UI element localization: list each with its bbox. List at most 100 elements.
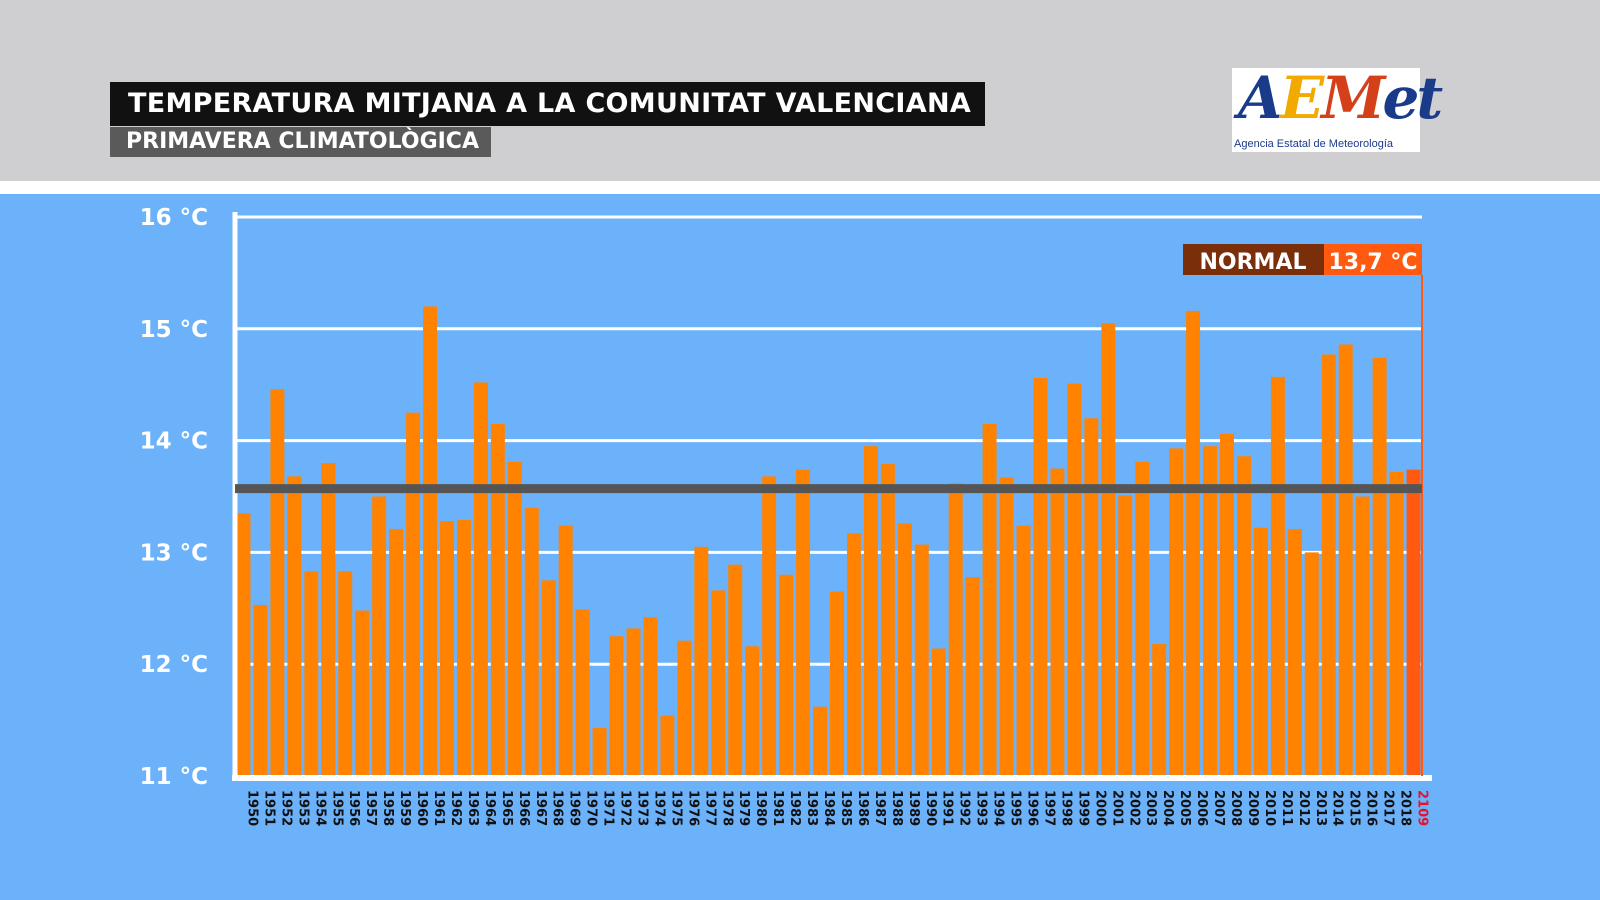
bar-1980 <box>745 646 760 776</box>
x-tick-label: 2109 <box>1415 790 1430 826</box>
x-tick-label: 1952 <box>278 790 293 826</box>
x-tick-label: 2015 <box>1347 790 1362 826</box>
bar-2009 <box>1236 456 1251 776</box>
bar-1961 <box>423 306 437 776</box>
bar-1958 <box>372 496 387 776</box>
bar-1952 <box>270 389 285 776</box>
x-tick-label: 1955 <box>329 790 344 826</box>
x-tick-label: 1999 <box>1075 790 1090 826</box>
x-tick-label: 2007 <box>1211 790 1226 826</box>
x-tick-label: 1963 <box>465 790 480 826</box>
x-tick-label: 1951 <box>261 790 276 826</box>
x-tick-label: 1967 <box>533 790 548 826</box>
x-tick-label: 1995 <box>1008 790 1023 826</box>
bar-1960 <box>406 412 421 776</box>
bar-2008 <box>1220 433 1234 776</box>
x-tick-label: 2018 <box>1398 790 1413 826</box>
x-tick-label: 1974 <box>651 790 666 826</box>
bar-1985 <box>830 591 844 776</box>
bar-2012 <box>1287 528 1302 776</box>
x-tick-label: 1984 <box>821 790 836 826</box>
bar-2011 <box>1270 376 1285 776</box>
x-tick-label: 1985 <box>838 790 853 826</box>
bar-2015 <box>1338 344 1353 776</box>
x-tick-label: 1983 <box>804 790 819 826</box>
bar-1959 <box>389 528 404 776</box>
x-tick-label: 1973 <box>634 790 649 826</box>
bar-1979 <box>728 564 743 776</box>
bar-1969 <box>558 525 573 776</box>
bar-1983 <box>796 469 811 776</box>
bar-2004 <box>1152 644 1167 776</box>
x-tick-label: 2008 <box>1228 790 1243 826</box>
bar-1991 <box>931 648 946 776</box>
bar-1976 <box>677 640 692 776</box>
bar-1953 <box>287 476 302 776</box>
y-tick-label: 15 °C <box>140 317 208 343</box>
bar-1975 <box>660 715 675 776</box>
bar-1998 <box>1050 468 1065 776</box>
x-tick-label: 2003 <box>1143 790 1158 826</box>
bar-2014 <box>1321 354 1336 776</box>
x-tick-label: 1997 <box>1041 790 1056 826</box>
bar-1982 <box>779 574 794 776</box>
normal-label-box <box>1183 244 1324 275</box>
x-tick-label: 1998 <box>1058 790 1073 826</box>
x-tick-label: 2004 <box>1160 790 1175 826</box>
bar-2013 <box>1304 552 1319 776</box>
x-tick-label: 2012 <box>1296 790 1311 826</box>
bar-2007 <box>1203 446 1218 776</box>
bar-2010 <box>1253 527 1268 776</box>
x-tick-label: 1986 <box>855 790 870 826</box>
x-tick-label: 1992 <box>957 790 972 826</box>
x-tick-label: 1959 <box>397 790 412 826</box>
x-tick-label: 1982 <box>787 790 802 826</box>
bar-1965 <box>490 423 505 776</box>
x-tick-label: 1969 <box>567 790 582 826</box>
x-tick-label: 1965 <box>499 790 514 826</box>
bar-1986 <box>846 533 861 776</box>
bar-2001 <box>1101 323 1116 776</box>
bar-1995 <box>999 477 1014 776</box>
chart-title: TEMPERATURA MITJANA A LA COMUNITAT VALEN… <box>110 82 986 126</box>
logo-tagline: Agencia Estatal de Meteorología <box>1234 138 1393 150</box>
divider <box>0 181 1600 194</box>
bar-2005 <box>1169 448 1184 776</box>
bar-1984 <box>813 706 827 776</box>
bar-1978 <box>711 590 726 776</box>
x-tick-label: 2002 <box>1126 790 1141 826</box>
x-tick-label: 1978 <box>719 790 734 826</box>
x-tick-label: 2009 <box>1245 790 1260 826</box>
x-tick-label: 1958 <box>380 790 395 826</box>
bar-2017 <box>1372 357 1387 776</box>
bar-2003 <box>1135 461 1150 776</box>
y-tick-label: 14 °C <box>140 429 208 455</box>
x-tick-label: 2016 <box>1364 790 1379 826</box>
x-tick-label: 2000 <box>1092 790 1107 826</box>
x-tick-label: 1989 <box>906 790 921 826</box>
bar-1956 <box>338 571 353 776</box>
x-tick-label: 1975 <box>668 790 683 826</box>
x-tick-label: 1953 <box>295 790 310 826</box>
bar-1987 <box>863 446 878 776</box>
bar-1981 <box>762 476 777 776</box>
bar-1950 <box>236 513 251 776</box>
x-tick-label: 1956 <box>346 790 361 826</box>
x-tick-label: 1994 <box>991 790 1006 826</box>
x-tick-label: 1964 <box>482 790 497 826</box>
bar-1989 <box>897 523 912 776</box>
x-tick-label: 2005 <box>1177 790 1192 826</box>
normal-label: NORMAL <box>1200 250 1307 275</box>
x-tick-label: 1980 <box>753 790 768 826</box>
bar-1988 <box>880 464 895 776</box>
bar-1997 <box>1033 377 1048 776</box>
x-tick-label: 1970 <box>584 790 599 826</box>
x-tick-label: 2014 <box>1330 790 1345 826</box>
y-tick-label: 11 °C <box>140 764 208 790</box>
bar-1971 <box>592 727 607 776</box>
bar-2006 <box>1186 310 1201 776</box>
bar-1957 <box>355 610 370 776</box>
bar-1954 <box>304 571 319 776</box>
x-tick-label: 2001 <box>1109 790 1124 826</box>
bar-1973 <box>626 628 641 776</box>
